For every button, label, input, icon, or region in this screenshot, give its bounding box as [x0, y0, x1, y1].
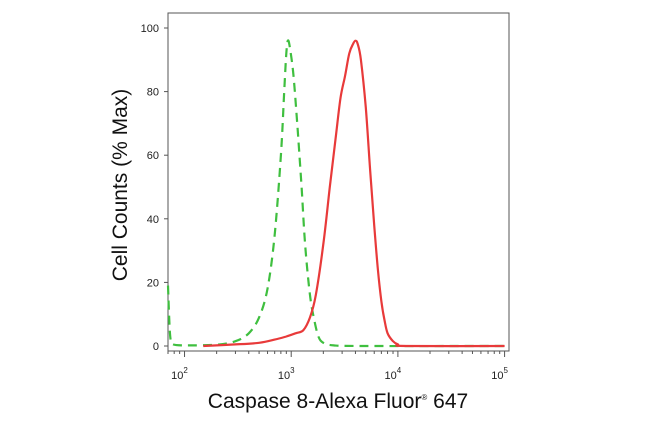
- x-tick-base: 10: [278, 370, 290, 382]
- y-tick-label: 80: [147, 87, 159, 99]
- x-axis-title-mark: ®: [421, 393, 427, 402]
- solid-histogram-line: [203, 39, 505, 348]
- x-axis: 102 103 104 105: [167, 351, 508, 382]
- x-tick-label: 103: [278, 366, 295, 382]
- y-tick-label: 20: [147, 277, 159, 289]
- y-tick-label: 100: [141, 23, 159, 35]
- dashed-histogram-line: [166, 39, 505, 348]
- x-tick-exponent: 5: [503, 366, 508, 375]
- x-tick-exponent: 4: [397, 366, 402, 375]
- x-tick-exponent: 2: [183, 366, 188, 375]
- y-tick-label: 0: [153, 341, 159, 353]
- x-tick-label: 102: [171, 366, 188, 382]
- plot-series: [166, 39, 505, 348]
- x-axis-title-suffix: 647: [427, 390, 468, 413]
- x-tick-base: 10: [171, 370, 183, 382]
- x-tick-label: 104: [385, 366, 402, 382]
- y-tick-label: 40: [147, 214, 159, 226]
- y-axis-title: Cell Counts (% Max): [109, 89, 132, 282]
- x-tick-base: 10: [491, 370, 503, 382]
- y-tick-label: 60: [147, 150, 159, 162]
- x-axis-title: Caspase 8-Alexa Fluor® 647: [208, 390, 468, 413]
- y-axis: 0 20 40 60 80 100: [141, 23, 168, 353]
- x-tick-base: 10: [385, 370, 397, 382]
- x-tick-label: 105: [491, 366, 508, 382]
- x-axis-title-main: Caspase 8-Alexa Fluor: [208, 390, 422, 413]
- x-tick-exponent: 3: [290, 366, 295, 375]
- plot-frame: [167, 12, 510, 352]
